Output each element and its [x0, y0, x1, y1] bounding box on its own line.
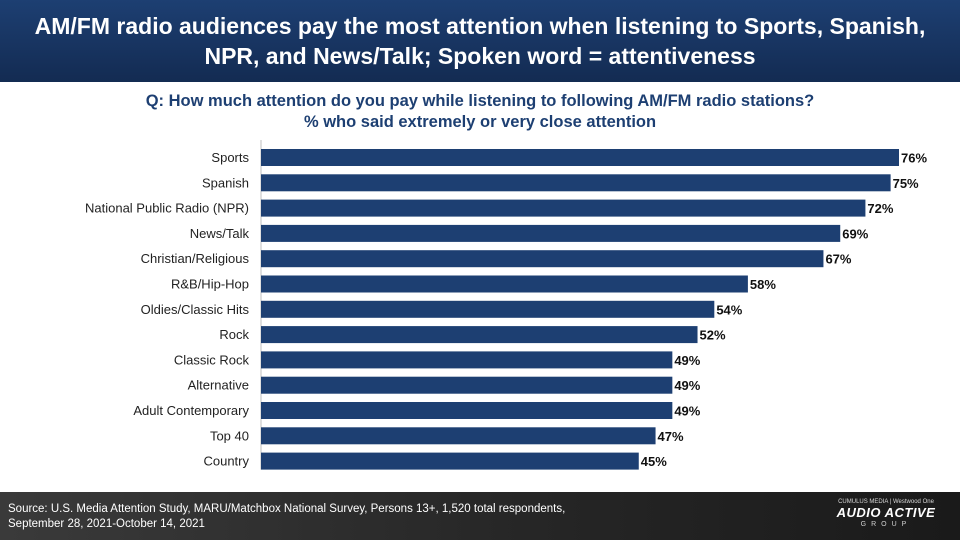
question-line-1: Q: How much attention do you pay while l… — [145, 92, 815, 110]
category-label-top-40: Top 40 — [210, 428, 249, 443]
category-label-alternative: Alternative — [188, 378, 249, 393]
category-label-country: Country — [203, 454, 249, 469]
bar-adult-contemporary — [261, 402, 673, 419]
category-label-sports: Sports — [211, 150, 249, 165]
source-line-1: Source: U.S. Media Attention Study, MARU… — [8, 503, 566, 515]
value-label-adult-contemporary: 49% — [674, 404, 700, 419]
bar-oldies-classic-hits — [261, 300, 715, 318]
value-label-country: 45% — [641, 454, 667, 469]
audio-active-group-logo: CUMULUS MEDIA | Westwood One AUDIO ACTIV… — [826, 499, 946, 529]
bar-rock — [261, 326, 698, 344]
logo-main-text: AUDIO ACTIVE — [836, 505, 936, 520]
bar-alternative — [261, 376, 673, 394]
header-banner: AM/FM radio audiences pay the most atten… — [0, 0, 960, 82]
category-label-national-public-radio-npr: National Public Radio (NPR) — [85, 201, 249, 216]
bar-r-b-hip-hop — [261, 275, 748, 293]
category-label-christian-religious: Christian/Religious — [141, 251, 250, 266]
bar-top-40 — [261, 427, 656, 445]
source-line-2: September 28, 2021-October 14, 2021 — [8, 518, 205, 530]
category-label-r-b-hip-hop: R&B/Hip-Hop — [171, 277, 249, 292]
page-title: AM/FM radio audiences pay the most atten… — [34, 13, 926, 69]
value-label-top-40: 47% — [658, 429, 684, 444]
source-note: Source: U.S. Media Attention Study, MARU… — [8, 502, 708, 532]
value-label-christian-religious: 67% — [825, 252, 851, 267]
value-label-alternative: 49% — [674, 378, 700, 393]
bar-national-public-radio-npr — [261, 199, 866, 217]
logo-sub-text: GROUP — [860, 521, 912, 528]
value-label-national-public-radio-npr: 72% — [867, 201, 893, 216]
value-label-news-talk: 69% — [842, 226, 868, 241]
category-label-news-talk: News/Talk — [190, 226, 250, 241]
value-label-rock: 52% — [700, 328, 726, 343]
bar-chart: Sports 76% Spanish 75% National Public Radio… — [85, 140, 927, 470]
category-label-classic-rock: Classic Rock — [174, 352, 250, 367]
bar-news-talk — [261, 224, 841, 242]
value-label-classic-rock: 49% — [674, 353, 700, 368]
category-label-spanish: Spanish — [202, 175, 249, 190]
category-label-adult-contemporary: Adult Contemporary — [133, 403, 249, 418]
bar-classic-rock — [261, 351, 673, 369]
footer-bar: Source: U.S. Media Attention Study, MARU… — [0, 492, 960, 540]
logo-partner-text: CUMULUS MEDIA | Westwood One — [838, 499, 934, 505]
chart-question: Q: How much attention do you pay while l… — [40, 91, 920, 133]
bar-sports — [261, 149, 899, 166]
category-label-oldies-classic-hits: Oldies/Classic Hits — [141, 302, 250, 317]
value-label-r-b-hip-hop: 58% — [750, 277, 776, 292]
question-line-2: % who said extremely or very close atten… — [303, 113, 657, 131]
bar-christian-religious — [261, 250, 824, 268]
value-label-sports: 76% — [901, 151, 927, 166]
bar-spanish — [261, 174, 891, 192]
value-label-spanish: 75% — [893, 176, 919, 191]
category-label-rock: Rock — [219, 327, 249, 342]
value-label-oldies-classic-hits: 54% — [716, 302, 742, 317]
bar-country — [261, 452, 639, 470]
